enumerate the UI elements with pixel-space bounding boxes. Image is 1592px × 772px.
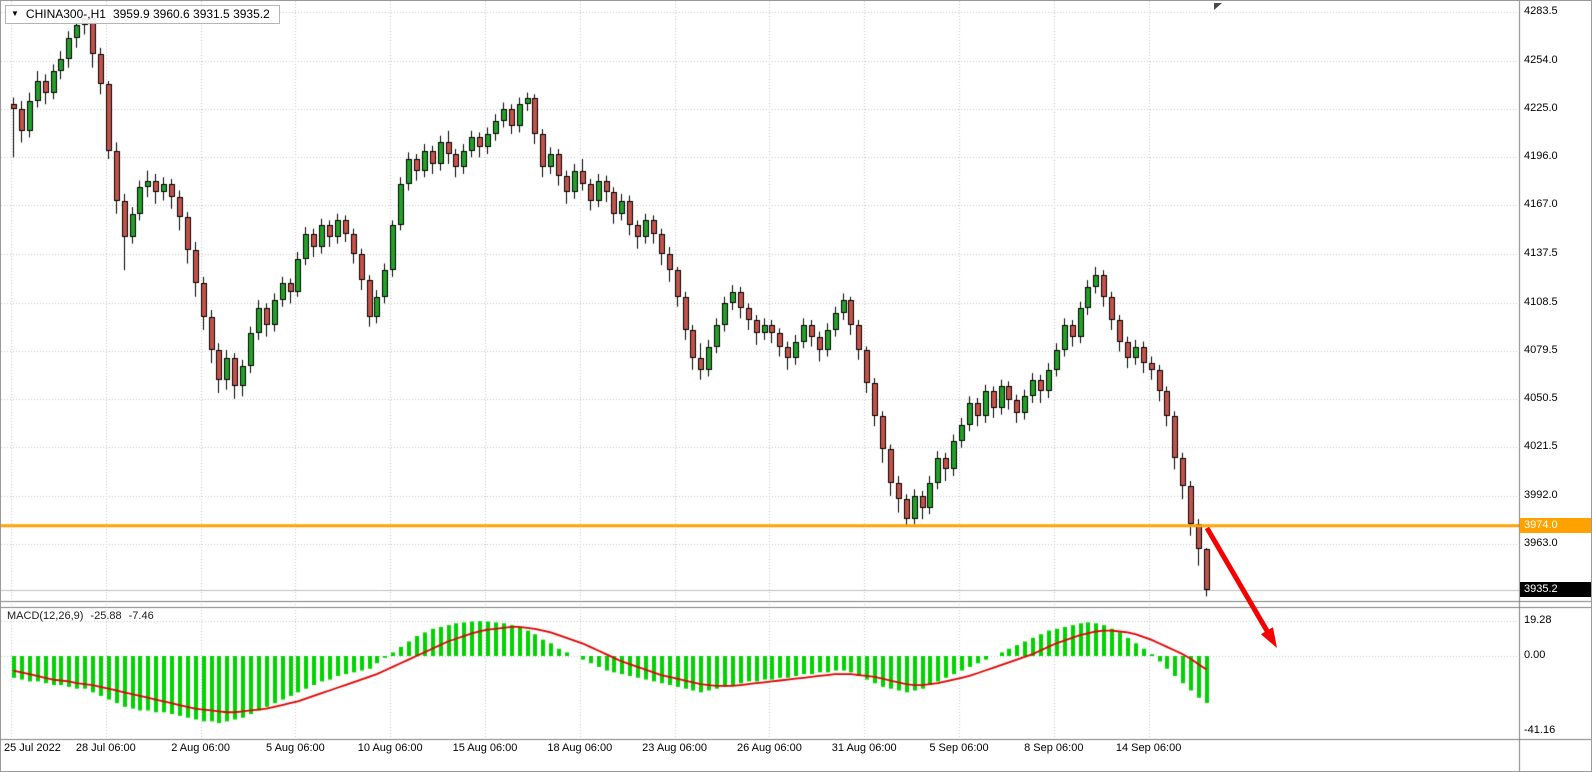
time-axis-label: 31 Aug 06:00 — [831, 742, 897, 754]
time-axis-label: 25 Jul 2022 — [4, 742, 61, 754]
macd-tick-label: 0.00 — [1524, 649, 1546, 661]
symbol-timeframe-label: CHINA300-,H1 — [25, 7, 106, 21]
time-axis-label: 10 Aug 06:00 — [357, 742, 423, 754]
macd-main-value: -25.88 — [90, 610, 122, 622]
time-axis-label: 8 Sep 06:00 — [1024, 742, 1084, 754]
price-tick-label: 4225.0 — [1524, 102, 1558, 115]
time-axis-label: 2 Aug 06:00 — [171, 742, 230, 754]
price-tick-label: 4137.5 — [1524, 247, 1558, 260]
time-axis-label: 18 Aug 06:00 — [547, 742, 613, 754]
time-axis-label: 15 Aug 06:00 — [452, 742, 518, 754]
time-axis-label: 26 Aug 06:00 — [736, 742, 802, 754]
hline-price-tag: 3974.0 — [1520, 517, 1591, 533]
chart-shift-marker-icon[interactable] — [1214, 3, 1222, 10]
price-tick-label: 4021.5 — [1524, 439, 1558, 452]
price-tick-label: 4167.0 — [1524, 198, 1558, 211]
price-tick-label: 4050.5 — [1524, 391, 1558, 404]
chart-header: ▼ CHINA300-,H1 3959.9 3960.6 3931.5 3935… — [5, 5, 280, 24]
symbol-dropdown-icon[interactable]: ▼ — [11, 9, 19, 18]
macd-indicator-label: MACD(12,26,9) -25.88 -7.46 — [7, 610, 154, 622]
price-tick-label: 3992.0 — [1524, 488, 1558, 501]
time-axis-label: 23 Aug 06:00 — [642, 742, 708, 754]
macd-signal-value: -7.46 — [128, 610, 154, 622]
ohlc-readout: 3959.9 3960.6 3931.5 3935.2 — [112, 7, 270, 21]
price-tick-label: 4108.5 — [1524, 295, 1558, 308]
last-price-tag: 3935.2 — [1520, 582, 1591, 598]
price-tick-label: 4254.0 — [1524, 54, 1558, 67]
time-axis-label: 5 Aug 06:00 — [266, 742, 325, 754]
price-tick-label: 4196.0 — [1524, 150, 1558, 163]
price-tick-label: 4283.5 — [1524, 5, 1558, 18]
price-tick-label: 4079.5 — [1524, 343, 1558, 356]
macd-tick-label: -41.16 — [1524, 723, 1556, 736]
macd-name: MACD(12,26,9) — [7, 610, 84, 622]
macd-tick-label: 19.28 — [1524, 614, 1552, 626]
time-axis-label: 28 Jul 06:00 — [75, 742, 136, 754]
price-tick-label: 3963.0 — [1524, 537, 1558, 550]
time-axis-label: 14 Sep 06:00 — [1115, 742, 1182, 754]
time-axis-label: 5 Sep 06:00 — [929, 742, 989, 754]
